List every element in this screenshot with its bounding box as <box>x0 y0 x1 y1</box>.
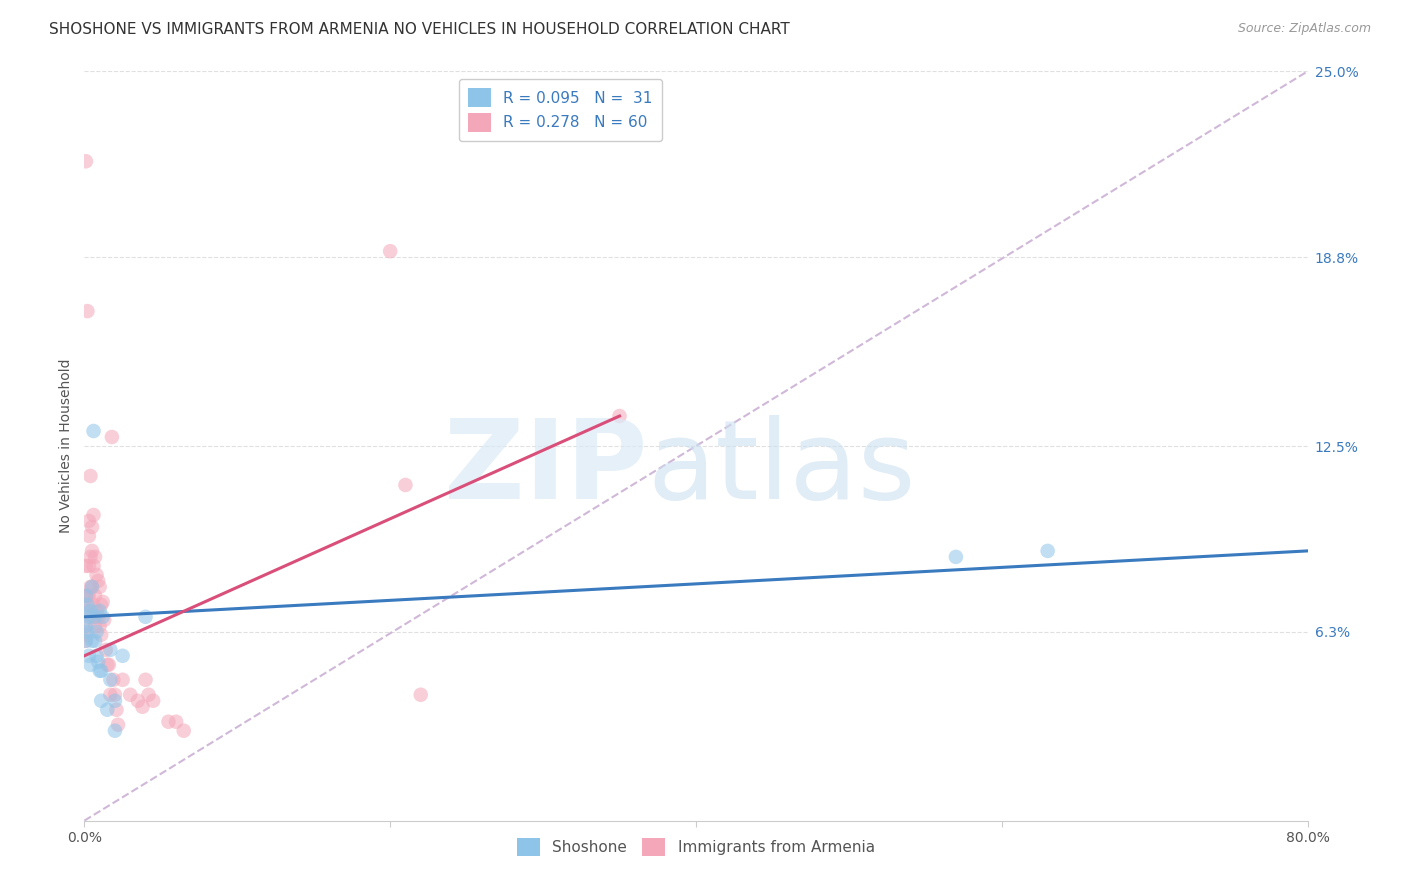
Point <box>97 657 120 672</box>
Point <box>380 244 402 259</box>
Point <box>79 580 101 594</box>
Point <box>104 723 127 738</box>
Point <box>89 604 111 618</box>
Point <box>91 595 114 609</box>
Point <box>93 613 115 627</box>
Point <box>84 610 107 624</box>
Point <box>131 699 153 714</box>
Point <box>87 610 110 624</box>
Point <box>83 508 105 522</box>
Point <box>76 628 98 642</box>
Point <box>80 633 103 648</box>
Point <box>75 558 97 573</box>
Point <box>96 703 118 717</box>
Point <box>84 589 107 603</box>
Point <box>76 624 98 639</box>
Point <box>89 664 111 678</box>
Point <box>86 604 108 618</box>
Point <box>104 688 127 702</box>
Point <box>79 604 101 618</box>
Point <box>98 642 121 657</box>
Point <box>91 610 114 624</box>
Point <box>75 619 97 633</box>
Point <box>79 549 101 564</box>
Point <box>84 633 107 648</box>
Point <box>86 648 108 663</box>
Point <box>76 598 98 612</box>
Point <box>75 633 97 648</box>
Point <box>84 619 107 633</box>
Point <box>75 589 97 603</box>
Point <box>104 694 127 708</box>
Point <box>75 604 97 618</box>
Point <box>75 619 97 633</box>
Point <box>105 703 128 717</box>
Point <box>87 574 110 588</box>
Point <box>77 558 100 573</box>
Y-axis label: No Vehicles in Household: No Vehicles in Household <box>59 359 73 533</box>
Point <box>98 688 121 702</box>
Point <box>103 673 125 687</box>
Point <box>83 598 105 612</box>
Point <box>90 664 112 678</box>
Point <box>609 409 631 423</box>
Point <box>89 619 111 633</box>
Point <box>142 694 165 708</box>
Point <box>83 558 105 573</box>
Point <box>77 589 100 603</box>
Point <box>111 673 134 687</box>
Point <box>1036 544 1059 558</box>
Point <box>98 673 121 687</box>
Point <box>173 723 195 738</box>
Point <box>76 304 98 318</box>
Point <box>79 657 101 672</box>
Point <box>75 589 97 603</box>
Point <box>80 580 103 594</box>
Point <box>76 589 98 603</box>
Point <box>409 688 432 702</box>
Text: Source: ZipAtlas.com: Source: ZipAtlas.com <box>1237 22 1371 36</box>
Point <box>75 154 97 169</box>
Point <box>90 694 112 708</box>
Point <box>101 430 124 444</box>
Point <box>80 520 103 534</box>
Point <box>96 657 118 672</box>
Point <box>127 694 149 708</box>
Text: SHOSHONE VS IMMIGRANTS FROM ARMENIA NO VEHICLES IN HOUSEHOLD CORRELATION CHART: SHOSHONE VS IMMIGRANTS FROM ARMENIA NO V… <box>49 22 790 37</box>
Point <box>94 642 117 657</box>
Point <box>87 655 110 669</box>
Point <box>77 648 100 663</box>
Point <box>80 580 103 594</box>
Point <box>75 633 97 648</box>
Point <box>394 478 416 492</box>
Point <box>157 714 180 729</box>
Point <box>111 648 134 663</box>
Point <box>89 580 111 594</box>
Legend: Shoshone, Immigrants from Armenia: Shoshone, Immigrants from Armenia <box>508 829 884 865</box>
Point <box>76 598 98 612</box>
Point <box>80 610 103 624</box>
Point <box>84 549 107 564</box>
Text: ZIP: ZIP <box>444 415 647 522</box>
Point <box>138 688 160 702</box>
Point <box>79 469 101 483</box>
Point <box>80 544 103 558</box>
Point <box>945 549 967 564</box>
Point <box>120 688 142 702</box>
Point <box>83 424 105 438</box>
Point <box>90 598 112 612</box>
Point <box>77 610 100 624</box>
Point <box>165 714 187 729</box>
Point <box>135 610 157 624</box>
Point <box>86 567 108 582</box>
Point <box>107 717 129 731</box>
Point <box>86 624 108 639</box>
Text: atlas: atlas <box>647 415 915 522</box>
Point <box>77 529 100 543</box>
Point <box>77 514 100 528</box>
Point <box>90 628 112 642</box>
Point <box>135 673 157 687</box>
